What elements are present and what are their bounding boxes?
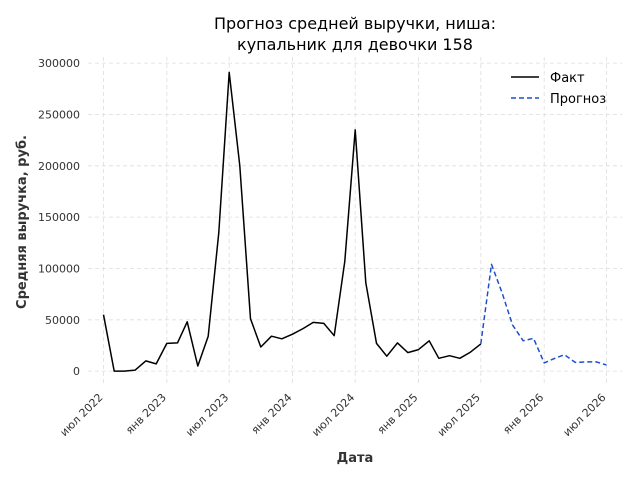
y-tick-label: 150000: [38, 211, 80, 224]
legend-label-fact: Факт: [550, 71, 585, 86]
series-line-forecast: [480, 263, 607, 366]
y-tick-label: 100000: [38, 262, 80, 275]
y-axis-label: Средняя выручка, руб.: [15, 135, 30, 309]
y-tick-labels: 0 50000 100000 150000 200000 250000 300000: [38, 57, 80, 378]
x-tick-label: июл 2024: [309, 391, 357, 439]
legend-label-forecast: Прогноз: [550, 92, 606, 107]
x-axis-label: Дата: [337, 451, 374, 466]
x-tick-label: янв 2023: [123, 391, 169, 437]
x-tick-label: июл 2025: [435, 391, 483, 439]
y-tick-label: 300000: [38, 57, 80, 70]
x-tick-label: янв 2024: [249, 391, 295, 437]
x-tick-label: июл 2026: [561, 391, 609, 439]
x-grid: [103, 57, 607, 386]
legend: Факт Прогноз: [511, 71, 606, 107]
x-tick-label: янв 2026: [500, 391, 546, 437]
series-line-fact: [102, 71, 482, 372]
x-tick-label: июл 2023: [183, 391, 231, 439]
y-tick-label: 0: [73, 365, 80, 378]
chart-title-line-2: купальник для девочки 158: [237, 35, 473, 54]
y-tick-label: 250000: [38, 108, 80, 121]
x-tick-label: янв 2025: [375, 391, 421, 437]
x-tick-label: июл 2022: [58, 391, 106, 439]
x-tick-labels: июл 2022 янв 2023 июл 2023 янв 2024 июл 2024…: [58, 391, 609, 439]
y-tick-label: 200000: [38, 160, 80, 173]
series-lines: [102, 71, 607, 372]
y-tick-label: 50000: [45, 314, 80, 327]
chart-title-line-1: Прогноз средней выручки, ниша:: [214, 14, 496, 33]
